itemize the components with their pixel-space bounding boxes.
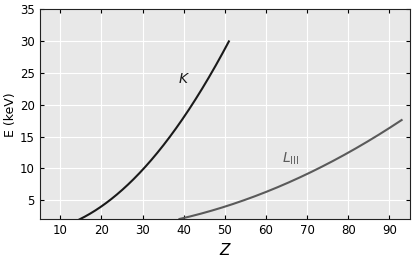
Text: $L_{\mathrm{III}}$: $L_{\mathrm{III}}$ xyxy=(281,151,299,167)
Text: $K$: $K$ xyxy=(177,72,189,86)
Y-axis label: E (keV): E (keV) xyxy=(4,92,17,137)
X-axis label: Z: Z xyxy=(219,243,230,258)
